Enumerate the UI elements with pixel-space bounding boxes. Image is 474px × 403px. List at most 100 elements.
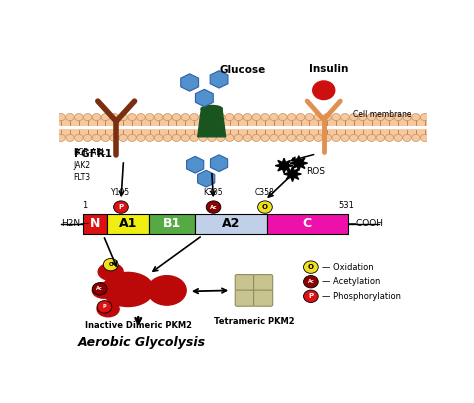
Circle shape (66, 114, 74, 120)
Text: P: P (103, 304, 106, 310)
Circle shape (234, 134, 243, 141)
Circle shape (164, 114, 172, 120)
Circle shape (83, 114, 92, 120)
Circle shape (323, 134, 331, 141)
Circle shape (217, 134, 225, 141)
Circle shape (332, 134, 340, 141)
Circle shape (367, 134, 376, 141)
Circle shape (83, 134, 92, 141)
Ellipse shape (147, 276, 186, 305)
Circle shape (296, 114, 305, 120)
Circle shape (305, 134, 314, 141)
Circle shape (411, 134, 420, 141)
Polygon shape (198, 109, 226, 137)
Ellipse shape (98, 263, 123, 280)
Circle shape (199, 114, 207, 120)
Circle shape (314, 134, 322, 141)
Text: — Phosphorylation: — Phosphorylation (322, 292, 401, 301)
Circle shape (137, 134, 145, 141)
Circle shape (279, 114, 287, 120)
Circle shape (155, 114, 163, 120)
Circle shape (57, 134, 65, 141)
Text: FGFR1: FGFR1 (74, 149, 112, 159)
Circle shape (385, 134, 393, 141)
Circle shape (403, 114, 411, 120)
Circle shape (296, 134, 305, 141)
Circle shape (190, 134, 198, 141)
Circle shape (358, 134, 367, 141)
Text: Y105: Y105 (111, 187, 130, 197)
Polygon shape (181, 74, 199, 91)
Ellipse shape (92, 283, 114, 298)
Circle shape (288, 114, 296, 120)
Circle shape (66, 134, 74, 141)
Ellipse shape (97, 301, 119, 317)
Circle shape (101, 114, 109, 120)
Circle shape (103, 258, 118, 271)
Circle shape (252, 114, 260, 120)
Circle shape (57, 114, 65, 120)
Ellipse shape (102, 272, 154, 307)
Circle shape (394, 114, 402, 120)
Text: Glucose: Glucose (219, 65, 265, 75)
Circle shape (313, 81, 335, 100)
Text: C: C (302, 217, 312, 230)
Text: B1: B1 (163, 217, 182, 230)
Circle shape (97, 301, 112, 313)
Text: P: P (118, 204, 124, 210)
Circle shape (155, 134, 163, 141)
Circle shape (403, 134, 411, 141)
Circle shape (226, 134, 234, 141)
Text: ROS: ROS (306, 167, 325, 176)
Circle shape (226, 114, 234, 120)
Circle shape (314, 114, 322, 120)
Circle shape (376, 134, 384, 141)
Circle shape (350, 114, 358, 120)
Circle shape (92, 114, 101, 120)
Circle shape (420, 114, 429, 120)
Text: Aerobic Glycolysis: Aerobic Glycolysis (78, 337, 206, 349)
Polygon shape (195, 89, 213, 107)
Circle shape (252, 134, 260, 141)
Circle shape (243, 114, 252, 120)
Polygon shape (210, 71, 228, 88)
Text: O: O (308, 264, 314, 270)
Circle shape (114, 201, 128, 213)
Circle shape (350, 134, 358, 141)
Polygon shape (290, 156, 308, 170)
Circle shape (74, 134, 83, 141)
Bar (149, 214, 195, 234)
Polygon shape (187, 156, 204, 173)
Text: O: O (109, 262, 113, 267)
Polygon shape (198, 170, 215, 187)
Circle shape (128, 114, 136, 120)
Circle shape (420, 134, 429, 141)
Bar (59, 117, 427, 126)
Text: BCR-ABL
JAK2
FLT3: BCR-ABL JAK2 FLT3 (73, 148, 106, 182)
Circle shape (376, 114, 384, 120)
Circle shape (181, 134, 190, 141)
Text: Cell membrane: Cell membrane (353, 110, 411, 118)
Circle shape (303, 276, 318, 288)
Bar (83, 214, 107, 234)
Circle shape (358, 114, 367, 120)
Circle shape (110, 134, 118, 141)
Bar (59, 129, 427, 138)
Text: Ac: Ac (210, 205, 217, 210)
Circle shape (137, 114, 145, 120)
Circle shape (243, 134, 252, 141)
Circle shape (190, 114, 198, 120)
Circle shape (110, 114, 118, 120)
Circle shape (305, 114, 314, 120)
Text: 1: 1 (82, 201, 87, 210)
Circle shape (172, 114, 181, 120)
Polygon shape (275, 158, 293, 173)
Circle shape (385, 114, 393, 120)
Circle shape (208, 134, 216, 141)
Circle shape (323, 114, 331, 120)
Circle shape (270, 134, 278, 141)
Circle shape (261, 114, 269, 120)
Circle shape (172, 134, 181, 141)
Text: K305: K305 (204, 187, 223, 197)
Circle shape (367, 114, 376, 120)
